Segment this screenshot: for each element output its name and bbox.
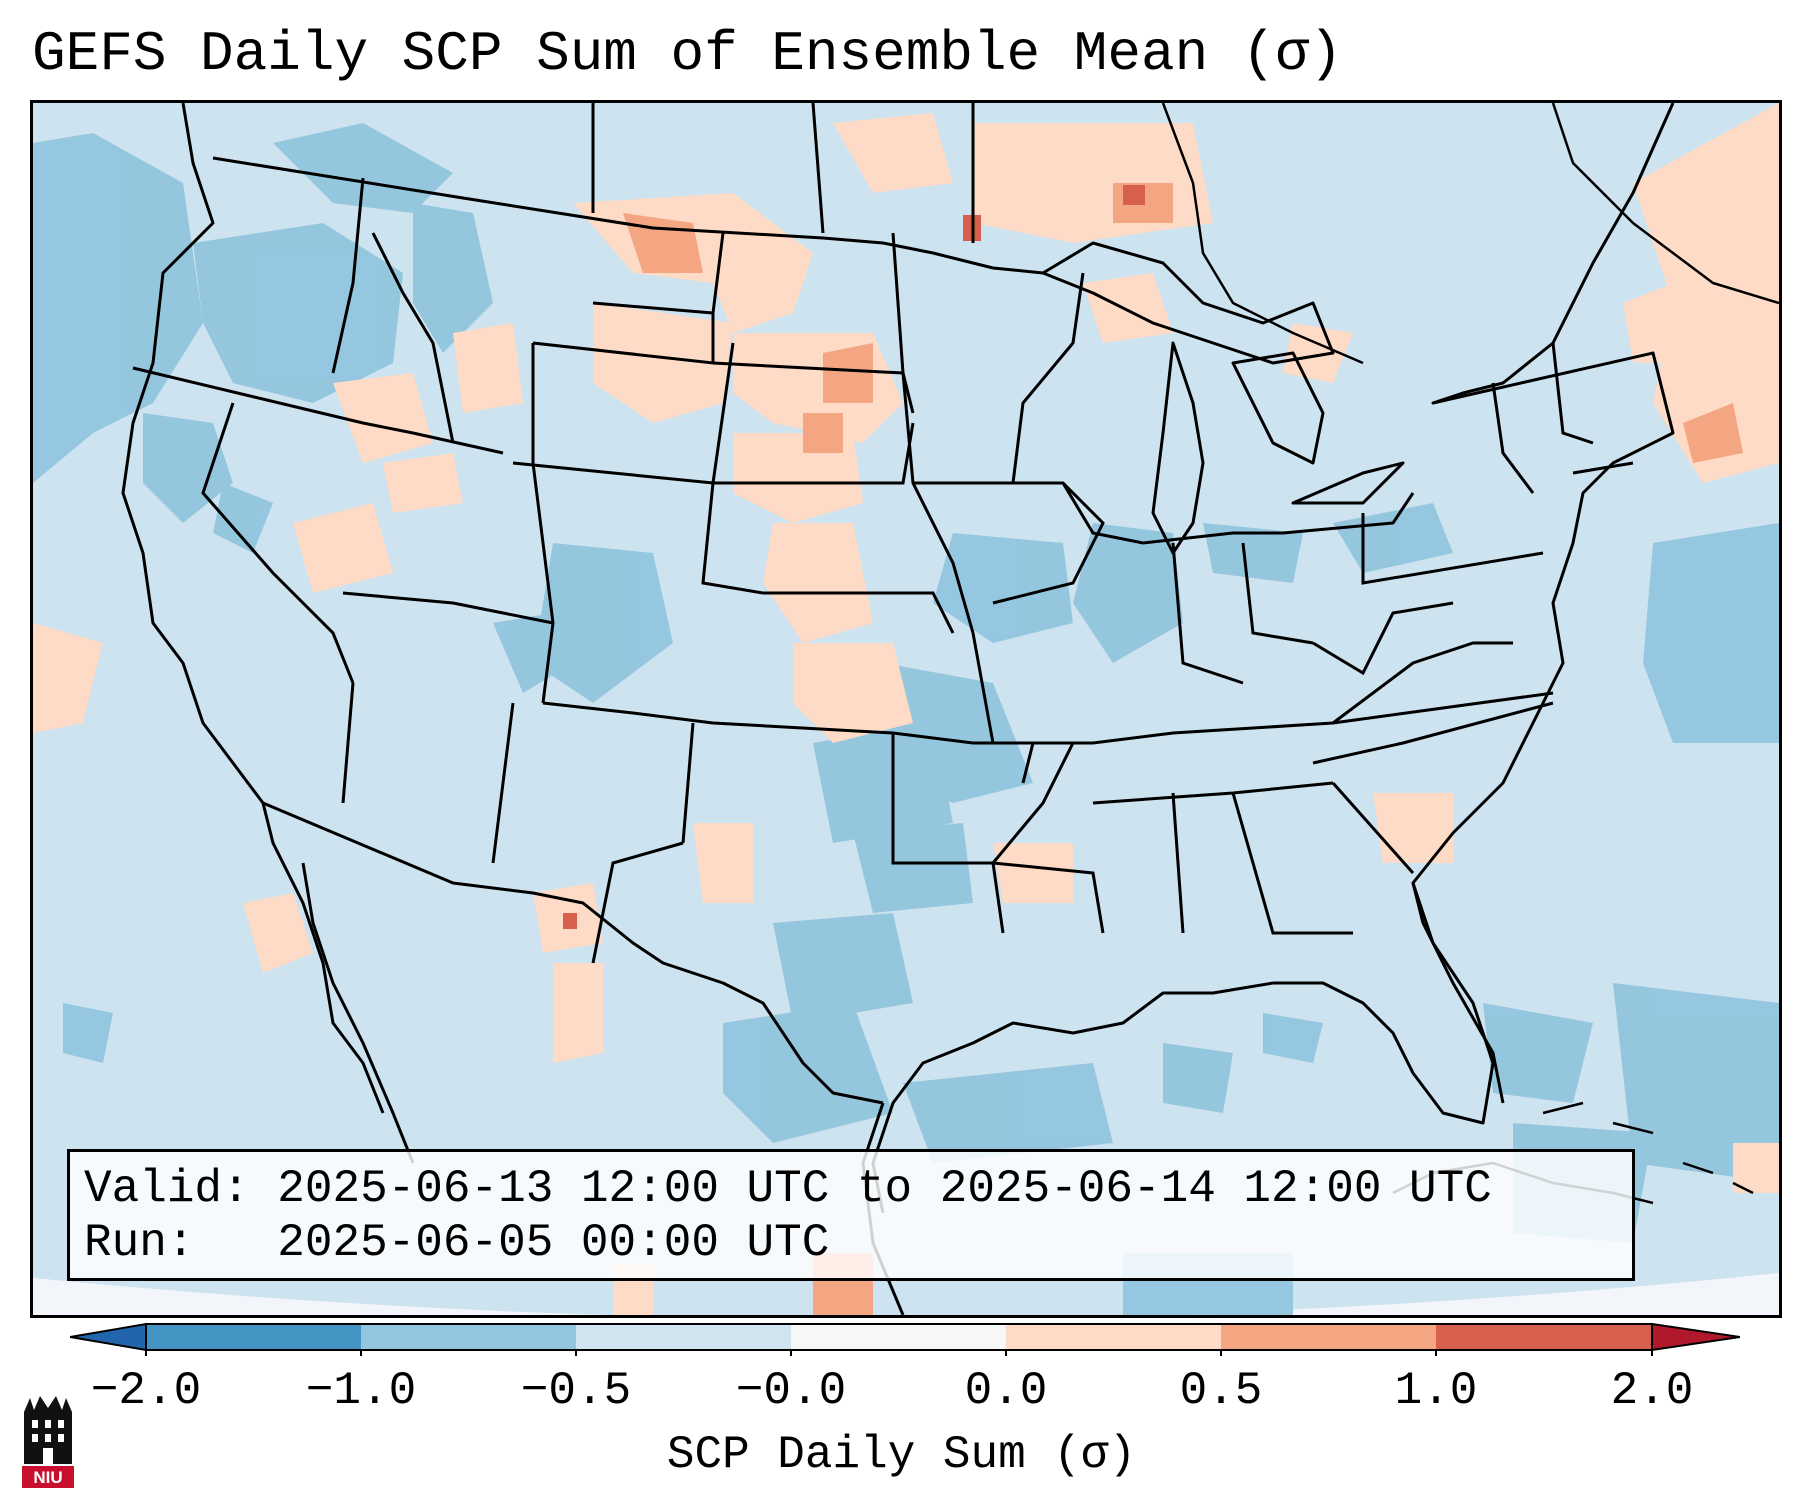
valid-row: Valid: 2025-06-13 12:00 UTC to 2025-06-1… bbox=[84, 1162, 1618, 1216]
run-value: 2025-06-05 00:00 UTC bbox=[277, 1217, 830, 1269]
baja-coast bbox=[301, 862, 415, 1164]
west-coast bbox=[121, 103, 385, 1114]
lake-superior bbox=[1041, 241, 1335, 365]
colorbar-bin-7 bbox=[1436, 1324, 1652, 1350]
colorbar-ticks bbox=[145, 1350, 1653, 1356]
valid-label: Valid: bbox=[84, 1163, 250, 1215]
mexico-border bbox=[262, 801, 884, 1105]
lake-michigan bbox=[1151, 341, 1205, 555]
east-coast bbox=[1411, 103, 1675, 1104]
projection-edge-area bbox=[33, 1273, 1779, 1315]
florida bbox=[1273, 882, 1495, 1125]
valid-value: 2025-06-13 12:00 UTC to 2025-06-14 12:00… bbox=[277, 1163, 1492, 1215]
lake-huron bbox=[1231, 351, 1325, 465]
colorbar-label: SCP Daily Sum (σ) bbox=[666, 1429, 1137, 1481]
logo-text: NIU bbox=[33, 1468, 62, 1487]
colorbar-bin-5 bbox=[1006, 1324, 1221, 1350]
colorbar-bin-2 bbox=[361, 1324, 576, 1350]
run-label: Run: bbox=[84, 1217, 195, 1269]
coastlines-and-borders bbox=[121, 103, 1779, 1315]
colorbar-tick-label: 0.0 bbox=[964, 1365, 1048, 1417]
colorbar-bin-4 bbox=[791, 1324, 1006, 1350]
positive-anomaly-patches bbox=[33, 103, 1779, 1315]
colorbar-tick-label: 1.0 bbox=[1394, 1365, 1478, 1417]
gulf-coast bbox=[871, 981, 1274, 1214]
colorbar-tick-label: −0.5 bbox=[520, 1365, 632, 1417]
valid-run-info-box: Valid: 2025-06-13 12:00 UTC to 2025-06-1… bbox=[67, 1149, 1635, 1281]
colorbar-extend-low bbox=[70, 1322, 147, 1352]
map-svg bbox=[33, 103, 1779, 1315]
colorbar-tick-label: −0.0 bbox=[735, 1365, 847, 1417]
bahamas bbox=[1542, 1101, 1754, 1195]
labrador-coast bbox=[1551, 103, 1779, 305]
run-row: Run: 2025-06-05 00:00 UTC bbox=[84, 1216, 1618, 1270]
colorbar-bin-3 bbox=[576, 1324, 791, 1350]
niu-logo: NIU bbox=[22, 1396, 74, 1488]
colorbar-tick-label: 2.0 bbox=[1610, 1365, 1694, 1417]
chart-title: GEFS Daily SCP Sum of Ensemble Mean (σ) bbox=[32, 22, 1343, 86]
colorbar-bin-1 bbox=[146, 1324, 361, 1350]
colorbar-tick-label: −1.0 bbox=[305, 1365, 417, 1417]
hudson-bay-shore bbox=[1161, 103, 1364, 365]
colorbar-extend-high bbox=[1651, 1322, 1740, 1352]
lake-erie bbox=[1291, 461, 1405, 505]
colorbar-tick-label: −2.0 bbox=[90, 1365, 202, 1417]
map-panel bbox=[30, 100, 1782, 1318]
colorbar bbox=[70, 1322, 1740, 1356]
colorbar-bin-6 bbox=[1221, 1324, 1436, 1350]
colorbar-tick-label: 0.5 bbox=[1179, 1365, 1263, 1417]
state-boundaries bbox=[132, 103, 1634, 964]
canada-border bbox=[212, 156, 1044, 275]
